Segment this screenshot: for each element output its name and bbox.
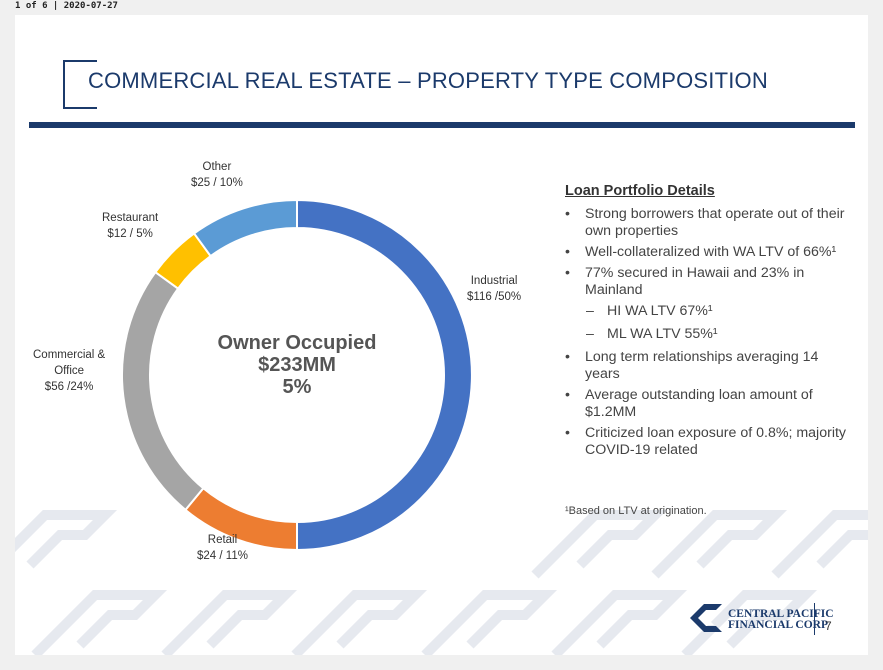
header-stamp: 1 of 6 | 2020-07-27 (15, 1, 118, 11)
label-industrial: Industrial $116 /50% (467, 273, 521, 305)
slice-commercial-office (121, 270, 205, 512)
label-commercial-name-1: Commercial & (33, 349, 106, 361)
bullet-6-text: Criticized loan exposure of 0.8%; majori… (585, 425, 847, 458)
bullet-dot: • (565, 265, 570, 281)
logo-line2: FINANCIAL CORP (728, 619, 828, 631)
company-logo-icon (690, 604, 722, 632)
label-retail: Retail $24 / 11% (197, 532, 248, 564)
label-commercial-name-2: Office (54, 365, 85, 377)
bullet-dot: • (565, 244, 570, 260)
sub-dash: – (586, 303, 594, 319)
background-pattern (15, 510, 868, 655)
label-other-name: Other (202, 161, 232, 173)
label-retail-name: Retail (207, 534, 238, 546)
bullet-1: • Strong borrowers that operate out of th… (565, 206, 855, 240)
bullet-6: • Criticized loan exposure of 0.8%; major… (565, 425, 855, 459)
slice-other (192, 198, 298, 258)
subbullet-1: – HI WA LTV 67%¹ (565, 303, 855, 320)
subbullet-1-text: HI WA LTV 67%¹ (607, 303, 713, 319)
label-restaurant: Restaurant $12 / 5% (102, 210, 158, 242)
label-other-value: $25 / 10% (191, 177, 243, 189)
center-line2: $233MM (258, 354, 336, 376)
bullet-2-text: Well-collateralized with WA LTV of 66%¹ (585, 244, 837, 260)
bullet-dot: • (565, 425, 570, 441)
subbullet-2-text: ML WA LTV 55%¹ (607, 326, 718, 342)
bullet-4: • Long term relationships averaging 14 ye… (565, 349, 855, 383)
label-commercial-office: Commercial & Office $56 /24% (33, 347, 105, 395)
details-heading: Loan Portfolio Details (565, 183, 715, 199)
logo-line1: CENTRAL PACIFIC (728, 608, 834, 620)
sub-dash: – (586, 326, 594, 342)
bullet-dot: • (565, 206, 570, 222)
label-retail-value: $24 / 11% (197, 550, 248, 562)
label-other: Other $25 / 10% (191, 159, 243, 191)
label-commercial-value: $56 /24% (44, 381, 94, 393)
bullet-dot: • (565, 349, 570, 365)
subbullet-2: – ML WA LTV 55%¹ (565, 326, 855, 343)
title-rule (29, 122, 855, 128)
donut-chart: Owner Occupied $233MM 5% (121, 198, 473, 552)
company-logo-text: CENTRAL PACIFIC FINANCIAL CORP (728, 608, 834, 631)
center-line1: Owner Occupied (218, 332, 377, 354)
label-industrial-name: Industrial (470, 275, 518, 287)
page-number: 7 (825, 619, 832, 633)
center-line3: 5% (283, 376, 312, 398)
bullet-5: • Average outstanding loan amount of $1.2… (565, 387, 855, 421)
loan-portfolio-details: Loan Portfolio Details • Strong borrowers… (565, 183, 855, 463)
label-restaurant-name: Restaurant (102, 212, 159, 224)
bullet-4-text: Long term relationships averaging 14 yea… (585, 349, 819, 382)
logo-divider (814, 603, 815, 635)
title-bracket (63, 60, 97, 109)
bullet-5-text: Average outstanding loan amount of $1.2M… (585, 387, 813, 420)
slide: COMMERCIAL REAL ESTATE – PROPERTY TYPE C… (15, 15, 868, 655)
bullet-dot: • (565, 387, 570, 403)
bullet-3-text: 77% secured in Hawaii and 23% in Mainlan… (585, 265, 805, 298)
footnote: ¹Based on LTV at origination. (565, 505, 707, 517)
label-industrial-value: $116 /50% (467, 291, 522, 303)
label-restaurant-value: $12 / 5% (107, 228, 153, 240)
bullet-3: • 77% secured in Hawaii and 23% in Mainla… (565, 265, 855, 299)
bullet-2: • Well-collateralized with WA LTV of 66%¹ (565, 244, 855, 261)
bullet-1-text: Strong borrowers that operate out of the… (585, 206, 845, 239)
slide-title: COMMERCIAL REAL ESTATE – PROPERTY TYPE C… (88, 68, 768, 93)
